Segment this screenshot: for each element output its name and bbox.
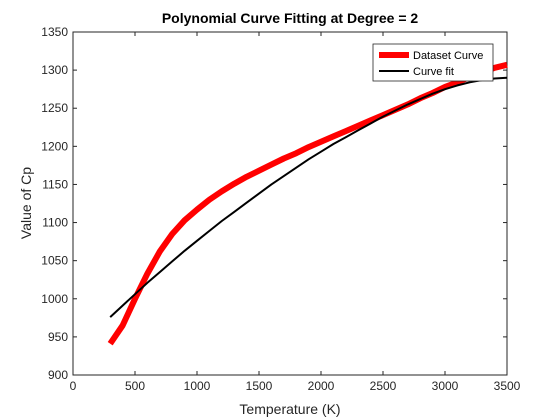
y-tick-label: 1150: [42, 177, 68, 191]
x-axis-label: Temperature (K): [239, 401, 340, 417]
legend: Dataset Curve Curve fit: [372, 43, 494, 82]
x-tick-label: 1500: [246, 379, 273, 393]
y-tick-label: 1000: [41, 292, 68, 306]
x-tick-label: 3500: [494, 379, 521, 393]
legend-label-dataset-curve: Dataset Curve: [413, 50, 483, 62]
y-tick-label: 900: [48, 368, 68, 382]
legend-box: [372, 43, 494, 82]
x-tick-label: 3000: [432, 379, 459, 393]
y-tick-label: 1350: [41, 25, 68, 39]
y-tick-label: 1250: [41, 101, 68, 115]
y-tick-label: 1200: [41, 139, 68, 153]
x-tick-label: 500: [125, 379, 145, 393]
x-tick-label: 2500: [370, 379, 397, 393]
x-tick-label: 1000: [184, 379, 211, 393]
y-tick-label: 1300: [41, 63, 68, 77]
series-line-curve-fit: [109, 76, 508, 318]
legend-label-curve-fit: Curve fit: [413, 66, 454, 78]
plot-area: [72, 31, 508, 376]
y-tick-label: 950: [48, 330, 68, 344]
x-tick-label: 2000: [308, 379, 335, 393]
chart-title: Polynomial Curve Fitting at Degree = 2: [162, 10, 419, 26]
x-tick-label: 0: [70, 379, 77, 393]
y-tick-label: 1100: [42, 216, 68, 230]
y-tick-label: 1050: [41, 254, 68, 268]
axis-ticks: 0 500 1000 1500 2000 2500 3000 3500 900 950 1000 10…: [41, 25, 520, 393]
series-line-dataset-curve: [107, 61, 508, 346]
series-group: [107, 61, 508, 346]
y-axis-label: Value of Cp: [18, 167, 34, 239]
